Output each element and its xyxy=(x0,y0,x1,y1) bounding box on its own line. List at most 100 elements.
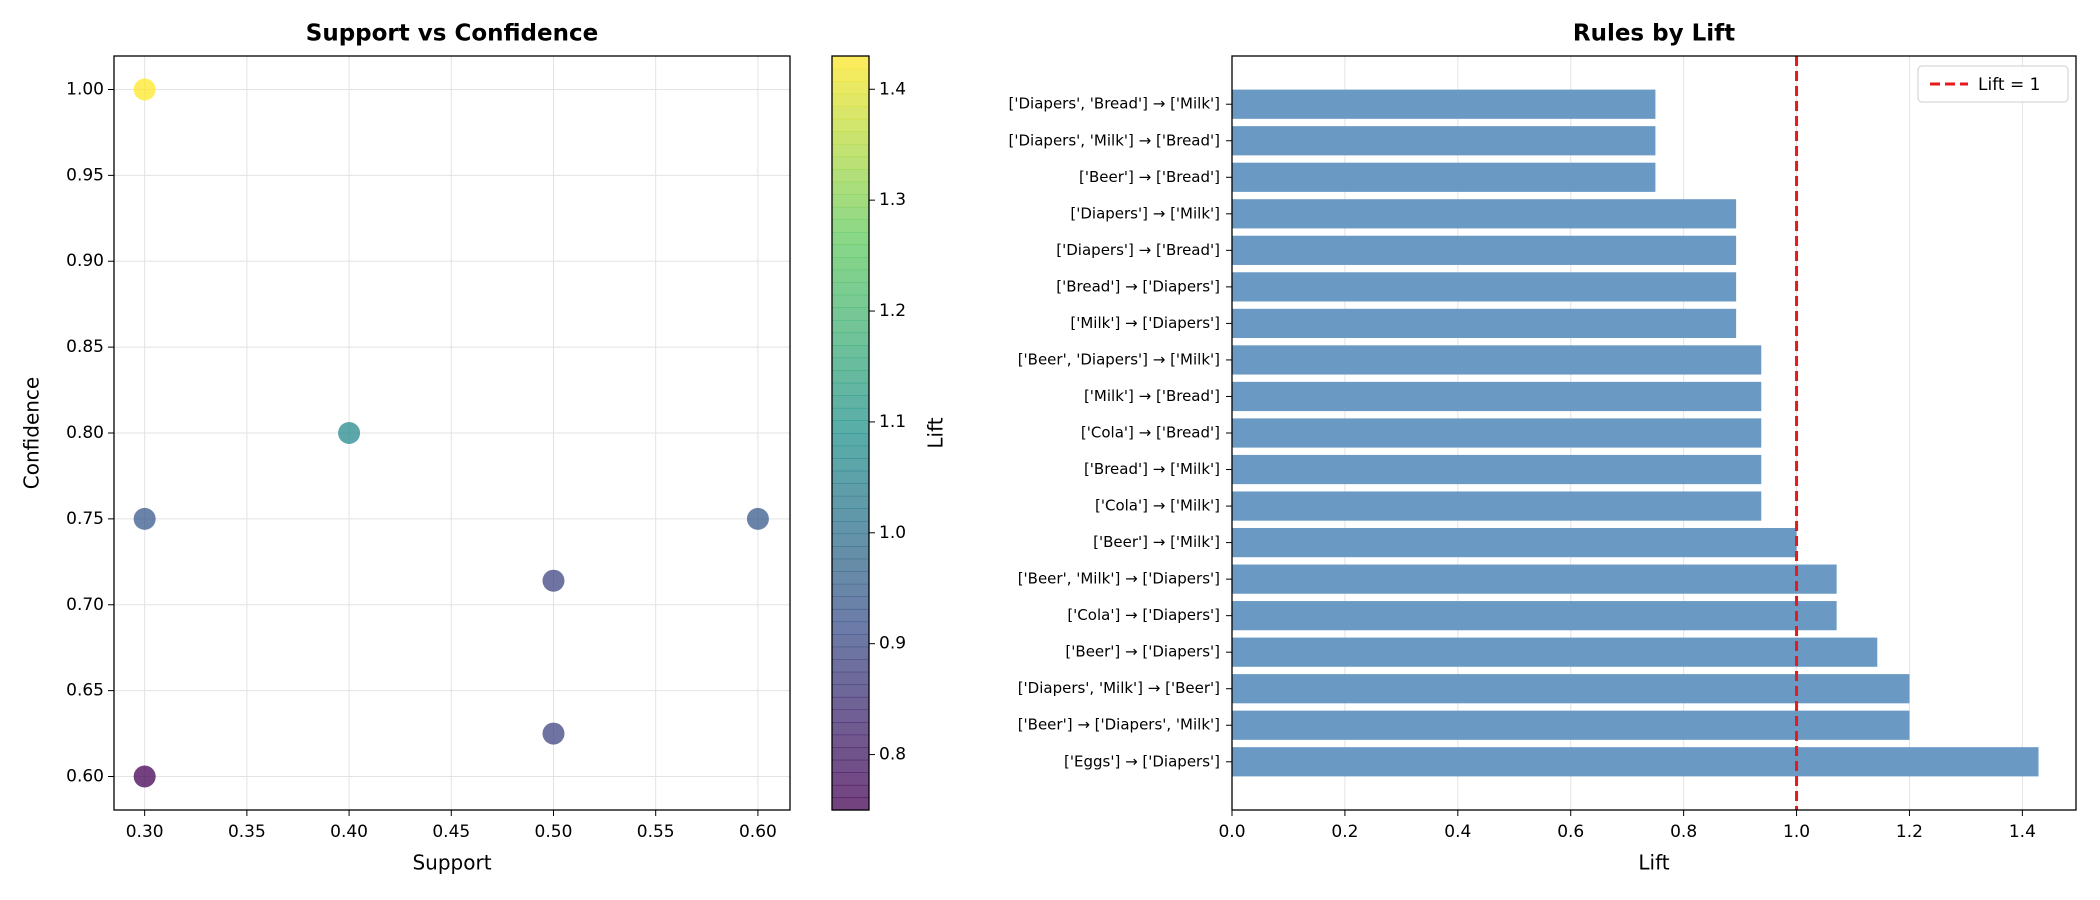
colorbar-segment xyxy=(832,583,869,597)
x-tick-label: 0.2 xyxy=(1331,822,1358,842)
bar xyxy=(1232,564,1837,594)
colorbar-segment xyxy=(832,571,869,585)
point xyxy=(542,722,565,745)
colorbar-segment xyxy=(832,508,869,522)
colorbar-segment xyxy=(832,56,869,70)
y-tick-label: ['Beer'] → ['Diapers', 'Milk'] xyxy=(1018,716,1220,734)
colorbar-segment xyxy=(832,244,869,258)
y-tick-label: ['Diapers', 'Milk'] → ['Bread'] xyxy=(1009,131,1220,149)
bar xyxy=(1232,710,1910,740)
y-tick-label: ['Diapers'] → ['Bread'] xyxy=(1056,241,1220,259)
colorbar-segment xyxy=(832,558,869,572)
bar xyxy=(1232,418,1762,448)
x-tick-label: 0.30 xyxy=(126,822,164,842)
colorbar-segment xyxy=(832,709,869,723)
bar xyxy=(1232,381,1762,412)
y-tick-label: ['Beer'] → ['Diapers'] xyxy=(1065,643,1220,661)
y-tick-label: 1.00 xyxy=(66,79,104,99)
colorbar-tick-label: 1.1 xyxy=(879,412,906,432)
colorbar-segment xyxy=(832,219,869,233)
point xyxy=(133,765,156,788)
colorbar-segment xyxy=(832,659,869,673)
colorbar-segment xyxy=(832,206,869,220)
y-tick-label: 0.80 xyxy=(66,423,104,443)
colorbar-segment xyxy=(832,722,869,736)
bar xyxy=(1232,199,1737,229)
y-tick-label: ['Cola'] → ['Diapers'] xyxy=(1067,606,1220,624)
colorbar-segment xyxy=(832,696,869,711)
y-tick-label: 0.60 xyxy=(66,767,104,787)
x-tick-label: 0.45 xyxy=(432,822,470,842)
x-tick-label: 0.50 xyxy=(535,822,573,842)
colorbar-segment xyxy=(832,294,869,308)
point xyxy=(746,507,769,530)
y-tick-label: ['Beer', 'Diapers'] → ['Milk'] xyxy=(1018,350,1220,368)
colorbar-segment xyxy=(832,671,869,685)
y-tick-label: 0.90 xyxy=(66,251,104,271)
bar xyxy=(1232,527,1797,558)
colorbar-segment xyxy=(832,307,869,321)
x-tick-label: 0.8 xyxy=(1670,822,1697,842)
x-tick-label: 0.4 xyxy=(1444,822,1471,842)
bar xyxy=(1232,601,1837,631)
colorbar-segment xyxy=(832,621,869,635)
colorbar-segment xyxy=(832,420,869,434)
colorbar-segment xyxy=(832,458,869,472)
colorbar-segment xyxy=(832,634,869,648)
colorbar-segment xyxy=(832,596,869,610)
colorbar-segment xyxy=(832,81,869,95)
y-tick-label: ['Beer', 'Milk'] → ['Diapers'] xyxy=(1018,570,1220,588)
plot-frame xyxy=(113,55,791,811)
y-tick-label: ['Beer'] → ['Milk'] xyxy=(1093,533,1220,551)
x-tick-label: 1.2 xyxy=(1896,822,1923,842)
y-axis-label: Confidence xyxy=(20,377,44,489)
bar xyxy=(1232,345,1762,375)
colorbar-segment xyxy=(832,495,869,509)
bar xyxy=(1232,454,1762,485)
colorbar-segment xyxy=(832,382,869,396)
y-tick-label: 0.85 xyxy=(66,337,104,357)
colorbar-segment xyxy=(832,684,869,698)
colorbar-tick-label: 1.4 xyxy=(879,79,906,99)
x-tick-label: 0.55 xyxy=(637,822,675,842)
bar xyxy=(1232,126,1656,156)
colorbar-segment xyxy=(832,345,869,359)
colorbar-segment xyxy=(832,269,869,283)
colorbar-segment xyxy=(832,797,869,811)
y-tick-label: ['Diapers', 'Milk'] → ['Beer'] xyxy=(1018,679,1220,697)
y-tick-label: ['Cola'] → ['Milk'] xyxy=(1095,497,1220,515)
colorbar-segment xyxy=(832,483,869,497)
colorbar-frame xyxy=(831,55,870,811)
x-tick-label: 0.0 xyxy=(1218,822,1245,842)
y-tick-label: 0.95 xyxy=(66,165,104,185)
bar xyxy=(1232,162,1656,192)
colorbar-segment xyxy=(832,68,869,82)
bar xyxy=(1232,637,1878,667)
y-tick-label: 0.70 xyxy=(66,595,104,615)
y-tick-label: ['Cola'] → ['Bread'] xyxy=(1081,424,1220,442)
colorbar-segment xyxy=(832,131,869,145)
x-axis-label: Lift xyxy=(1638,851,1669,875)
colorbar-segment xyxy=(832,784,869,799)
y-tick-label: 0.75 xyxy=(66,509,104,529)
bar xyxy=(1232,308,1737,339)
y-tick-label: ['Diapers', 'Bread'] → ['Milk'] xyxy=(1009,95,1220,113)
colorbar-segment xyxy=(832,169,869,183)
point xyxy=(338,422,361,444)
colorbar-segment xyxy=(832,257,869,271)
colorbar-segment xyxy=(832,734,869,748)
y-tick-label: ['Bread'] → ['Milk'] xyxy=(1084,460,1220,478)
x-tick-label: 0.40 xyxy=(330,822,368,842)
chart-title: Support vs Confidence xyxy=(306,21,598,47)
x-axis-label: Support xyxy=(412,851,491,875)
colorbar-tick-label: 0.9 xyxy=(879,634,906,654)
colorbar-segment xyxy=(832,445,869,459)
colorbar-segment xyxy=(832,546,869,560)
colorbar-segment xyxy=(832,407,869,422)
plot-frame xyxy=(1231,55,2077,811)
chart-title: Rules by Lift xyxy=(1573,21,1735,47)
colorbar-label: Lift xyxy=(924,417,948,448)
bar xyxy=(1232,89,1656,119)
colorbar-segment xyxy=(832,520,869,535)
